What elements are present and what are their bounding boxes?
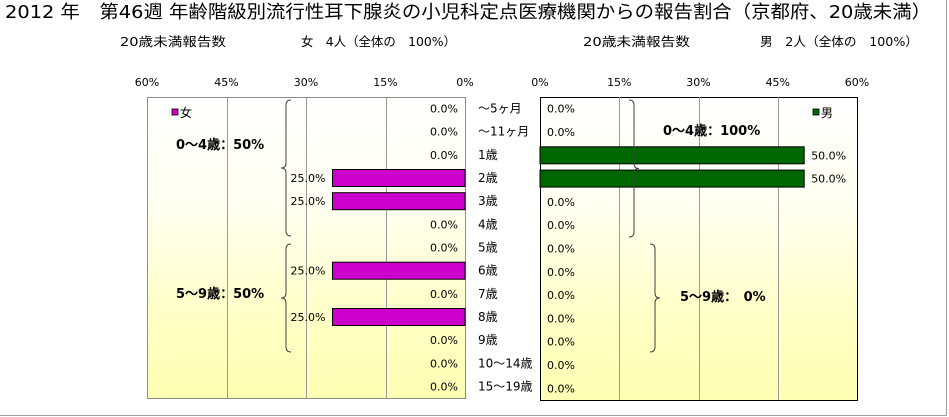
male-data-label: 0.0% [547,382,575,395]
female-data-label: 0.0% [430,288,458,301]
male-bar [539,169,805,188]
male-data-label: 0.0% [547,336,575,349]
category-label: 4歳 [478,217,498,231]
female-tick-label: 45% [214,76,238,89]
male-legend-label: 男 [821,106,833,120]
female-group-brace [280,243,292,353]
female-data-label: 0.0% [430,126,458,139]
male-data-label: 0.0% [547,289,575,302]
category-label: 8歳 [478,310,498,324]
male-data-label: 0.0% [547,243,575,256]
male-data-label: 0.0% [547,359,575,372]
male-data-label: 50.0% [811,149,846,162]
male-bar [539,146,805,165]
female-data-label: 25.0% [291,265,326,278]
category-label: 15～19歳 [478,379,533,393]
male-tick-label: 30% [686,76,710,89]
category-label: ～11ヶ月 [478,125,529,139]
female-data-label: 0.0% [430,242,458,255]
male-data-label: 0.0% [547,103,575,116]
female-data-label: 0.0% [430,357,458,370]
female-data-label: 0.0% [430,103,458,116]
male-legend-swatch [812,108,820,116]
female-data-label: 0.0% [430,334,458,347]
female-legend-label: 女 [180,105,192,120]
category-label: ～5ヶ月 [478,102,522,116]
plot-panels [147,97,858,401]
male-group-brace [628,99,640,238]
male-summary-caption: 20歳未満報告数 [583,34,691,49]
male-summary: 男 2人（全体の 100%） [760,34,918,49]
male-group-brace [649,243,661,353]
chart-marks: ～5ヶ月 ～11ヶ月 1歳 2歳 3歳 4歳 5歳 6歳 7歳 8歳 9歳 10～14歳 15～19歳 0… [135,76,869,395]
female-data-label: 0.0% [430,380,458,393]
male-data-label: 0.0% [547,219,575,232]
male-data-label: 0.0% [547,196,575,209]
female-bar [332,261,466,280]
female-tick-label: 60% [135,76,159,89]
female-data-label: 25.0% [291,311,326,324]
female-summary: 女 4人（全体の 100%） [301,34,456,49]
female-group-brace [280,99,292,237]
category-label: 9歳 [478,333,498,347]
female-bar [332,192,466,211]
category-label: 1歳 [478,148,498,162]
female-bar [332,169,466,187]
chart-title: 2012 年 第46週 年齢階級別流行性耳下腺炎の小児科定点医療機関からの報告割… [5,2,931,23]
female-summary-caption: 20歳未満報告数 [120,34,227,49]
male-tick-label: 45% [766,76,790,89]
female-tick-label: 0% [456,76,473,89]
female-data-label: 0.0% [430,149,458,162]
female-data-label: 25.0% [291,195,326,208]
male-group-label: 5～9歳： 0% [680,289,766,305]
female-tick-label: 30% [294,76,318,89]
female-data-label: 25.0% [291,172,326,185]
female-tick-label: 15% [373,76,397,89]
male-group-label: 0～4歳：100% [663,123,760,139]
category-label: 5歳 [478,241,498,255]
male-tick-label: 0% [531,76,548,89]
category-label: 2歳 [478,171,498,185]
male-tick-label: 60% [845,76,869,89]
female-data-label: 0.0% [430,218,458,231]
category-label: 7歳 [478,287,498,301]
male-data-label: 0.0% [547,312,575,325]
category-label: 10～14歳 [478,356,533,370]
male-tick-label: 15% [607,76,631,89]
female-bar [332,308,466,326]
male-data-label: 0.0% [547,266,575,279]
male-data-label: 0.0% [547,126,575,139]
female-group-label: 5～9歳：50% [176,286,264,302]
female-legend-swatch [171,108,179,116]
category-label: 6歳 [478,264,498,278]
male-data-label: 50.0% [811,173,846,186]
female-group-label: 0～4歳：50% [176,137,264,153]
category-label: 3歳 [478,194,498,208]
